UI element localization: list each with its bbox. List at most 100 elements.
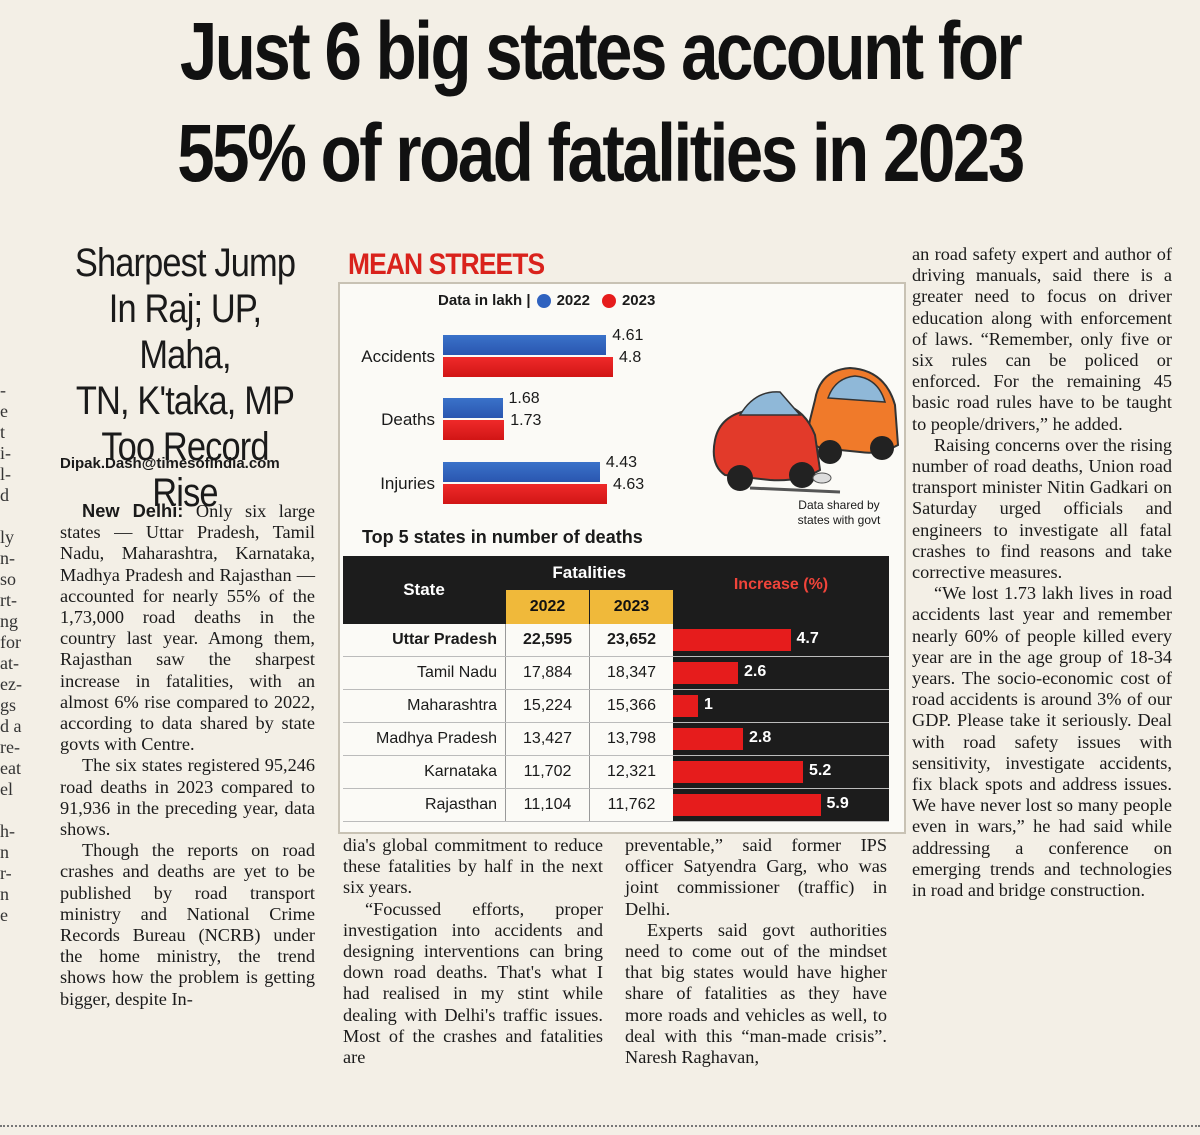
bar-value-label: 4.61	[612, 327, 644, 344]
col1-paragraph-1: Only six large states — Uttar Pradesh, T…	[60, 501, 315, 755]
increase-bar	[673, 662, 738, 684]
table-row: Madhya Pradesh 13,427 13,798 2.8	[343, 722, 889, 756]
edge-fragment	[0, 800, 30, 821]
increase-bar	[673, 629, 791, 651]
increase-cell: 1	[673, 689, 889, 723]
state-name-cell: Rajasthan	[343, 788, 506, 822]
increase-value-label: 2.6	[744, 663, 767, 680]
edge-fragment: at-	[0, 653, 19, 673]
fatalities-2023-cell: 11,762	[589, 788, 673, 822]
increase-bar	[673, 794, 821, 816]
edge-fragment: d a	[0, 716, 22, 736]
bar-value-label: 1.68	[508, 390, 540, 407]
edge-fragment: gs	[0, 695, 17, 715]
edge-fragment: n	[0, 884, 9, 904]
byline: Dipak.Dash@timesofindia.com	[60, 455, 280, 472]
fatalities-2023-cell: 23,652	[589, 624, 673, 657]
increase-bar	[673, 728, 743, 750]
deck-line-1: Sharpest Jump	[74, 241, 296, 285]
increase-cell: 2.6	[673, 656, 889, 690]
data-source-note: Data shared by states with govt	[797, 498, 881, 527]
increase-bar	[673, 761, 803, 783]
adjacent-column-fragment: - e t i-l-d ly n-so rt-ng for at-ez-gs d a re-eat e…	[0, 380, 30, 926]
table-row: Karnataka 11,702 12,321 5.2	[343, 755, 889, 789]
edge-fragment: l-	[0, 464, 11, 484]
table-row: Uttar Pradesh 22,595 23,652 4.7	[343, 624, 889, 657]
increase-cell: 4.7	[673, 624, 889, 657]
table-title: Top 5 states in number of deaths	[362, 527, 643, 547]
legend-label-2022: 2022	[556, 292, 590, 309]
increase-value-label: 5.9	[826, 795, 849, 812]
edge-fragment: t	[0, 422, 6, 442]
edge-fragment: ez-	[0, 674, 22, 694]
edge-fragment: e	[0, 905, 8, 925]
bar-category-label: Injuries	[380, 474, 435, 493]
fatalities-2022-cell: 11,104	[505, 788, 590, 822]
edge-fragment: n	[0, 842, 9, 862]
table-row: Maharashtra 15,224 15,366 1	[343, 689, 889, 723]
col4-paragraph-2: Raising concerns over the rising number …	[912, 434, 1172, 583]
legend-prefix: Data in lakh |	[438, 292, 531, 309]
fatalities-2023-cell: 12,321	[589, 755, 673, 789]
dateline: New Delhi:	[82, 500, 184, 521]
graphic-title: MEAN STREETS	[348, 248, 545, 281]
edge-fragment: so	[0, 569, 17, 589]
state-name-cell: Uttar Pradesh	[343, 624, 506, 657]
fatalities-2023-cell: 18,347	[589, 656, 673, 690]
fatalities-2023-cell: 13,798	[589, 722, 673, 756]
col3-paragraph-1: preventable,” said former IPS officer Sa…	[625, 835, 887, 919]
edge-fragment: r-	[0, 863, 12, 883]
col1-paragraph-2: The six states registered 95,246 road de…	[60, 755, 315, 840]
deck: Sharpest Jump In Raj; UP, Maha, TN, K'ta…	[69, 240, 301, 516]
headline-line-2: 55% of road fatalities in 2023	[177, 108, 1025, 199]
article-column-3: preventable,” said former IPS officer Sa…	[625, 835, 887, 1068]
deck-line-4: Too Record Rise	[101, 425, 269, 515]
col2-paragraph-1: dia's global commitment to reduce these …	[343, 835, 603, 898]
increase-cell: 5.2	[673, 755, 889, 789]
car-crash-illustration	[712, 366, 900, 494]
fatalities-2023-cell: 15,366	[589, 689, 673, 723]
legend-swatch-2022	[536, 293, 551, 308]
state-name-cell: Karnataka	[343, 755, 506, 789]
edge-fragment: eat	[0, 758, 21, 778]
state-name-cell: Madhya Pradesh	[343, 722, 506, 756]
col-header-fatalities: Fatalities	[505, 556, 673, 590]
edge-fragment: re-	[0, 737, 20, 757]
deck-line-2: In Raj; UP, Maha,	[108, 287, 262, 377]
edge-fragment: i-	[0, 443, 11, 463]
bar-2023	[443, 420, 505, 440]
increase-value-label: 4.7	[796, 630, 819, 647]
bar-category-label: Accidents	[361, 347, 435, 366]
increase-bar	[673, 695, 698, 717]
bar-2022	[443, 398, 503, 418]
article-column-1: New Delhi: Only six large states — Uttar…	[60, 500, 315, 1010]
col-header-increase: Increase (%)	[673, 556, 889, 624]
edge-fragment: d	[0, 485, 9, 505]
state-name-cell: Tamil Nadu	[343, 656, 506, 690]
increase-cell: 5.9	[673, 788, 889, 822]
fatalities-2022-cell: 17,884	[505, 656, 590, 690]
col1-paragraph-3: Though the reports on road crashes and d…	[60, 840, 315, 1009]
edge-fragment: ly	[0, 527, 15, 547]
col-header-2023: 2023	[589, 590, 673, 624]
legend-swatch-2023	[601, 293, 616, 308]
col4-paragraph-1: an road safety expert and author of driv…	[912, 244, 1172, 434]
fatalities-2022-cell: 13,427	[505, 722, 590, 756]
bar-2022	[443, 462, 600, 482]
bar-value-label: 4.43	[605, 454, 638, 471]
col-header-2022: 2022	[505, 590, 590, 624]
deck-line-3: TN, K'taka, MP	[75, 379, 295, 423]
col3-paragraph-2: Experts said govt authorities need to co…	[625, 919, 887, 1068]
edge-fragment: for	[0, 632, 21, 652]
increase-value-label: 1	[704, 696, 713, 713]
fatalities-2022-cell: 15,224	[505, 689, 590, 723]
fatalities-2022-cell: 11,702	[505, 755, 590, 789]
edge-fragment: e	[0, 401, 8, 421]
edge-fragment: n-	[0, 548, 15, 568]
edge-fragment: rt-	[0, 590, 17, 610]
article-column-2: dia's global commitment to reduce these …	[343, 835, 603, 1068]
col2-paragraph-2: “Focussed efforts, proper investigation …	[343, 898, 603, 1068]
bar-2023	[443, 484, 607, 504]
col4-paragraph-3: “We lost 1.73 lakh lives in road acciden…	[912, 583, 1172, 901]
edge-fragment: ng	[0, 611, 18, 631]
